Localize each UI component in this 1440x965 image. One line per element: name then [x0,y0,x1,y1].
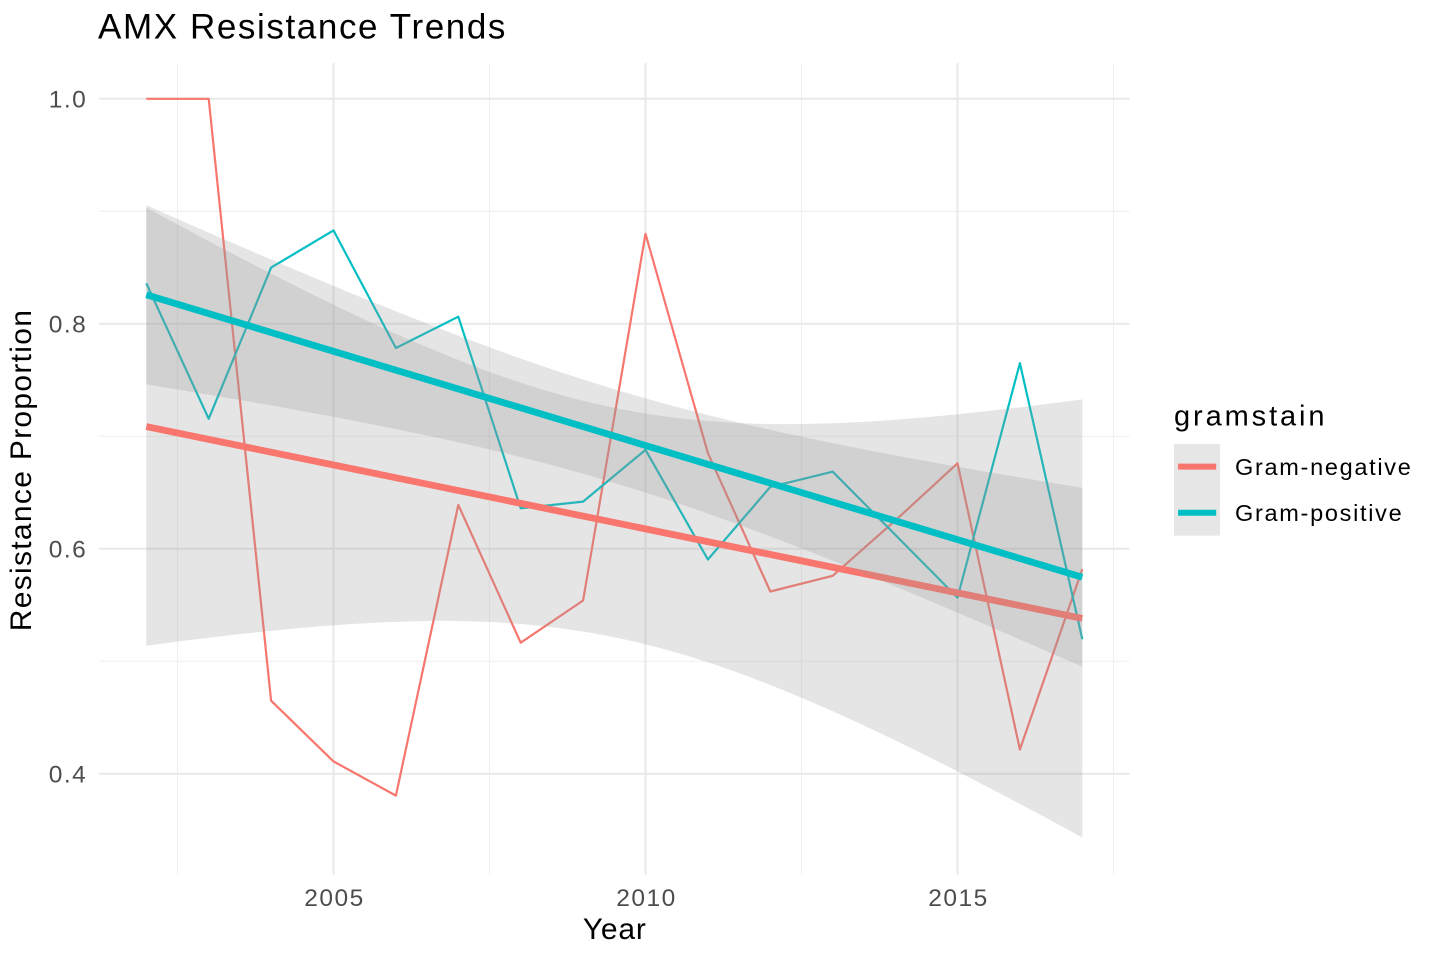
svg-text:0.4: 0.4 [49,761,88,788]
svg-text:0.6: 0.6 [49,536,88,563]
svg-text:Gram-negative: Gram-negative [1235,454,1413,480]
svg-text:Resistance Proportion: Resistance Proportion [5,309,38,631]
svg-text:0.8: 0.8 [49,311,88,338]
svg-text:2005: 2005 [304,885,365,912]
svg-text:Gram-positive: Gram-positive [1235,500,1403,526]
svg-text:gramstain: gramstain [1174,401,1327,433]
svg-text:2010: 2010 [616,885,677,912]
svg-text:2015: 2015 [928,885,989,912]
svg-text:1.0: 1.0 [49,86,88,113]
svg-text:AMX Resistance Trends: AMX Resistance Trends [98,8,507,47]
svg-text:Year: Year [583,913,647,946]
